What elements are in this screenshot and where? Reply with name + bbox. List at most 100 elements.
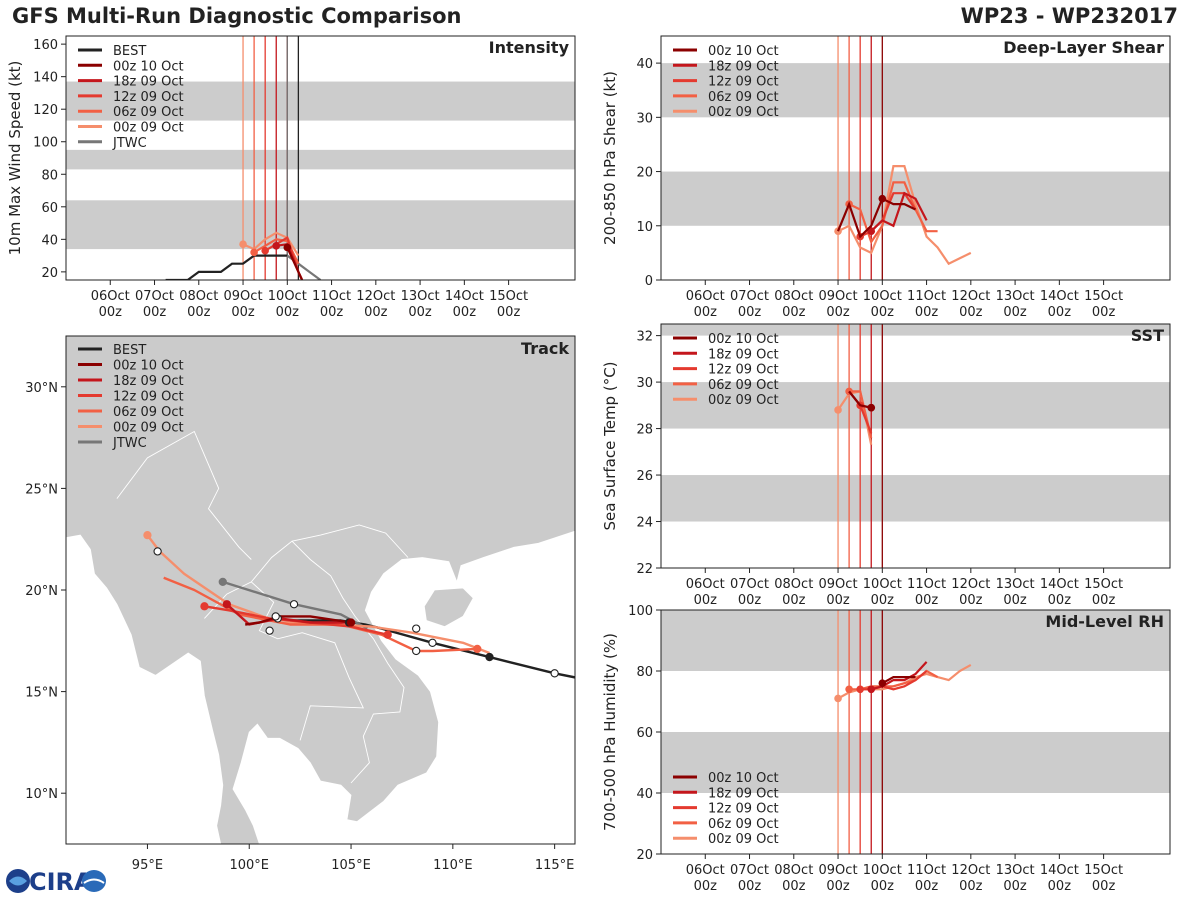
rh-legend-label-18z-09-oct: 18z 09 Oct	[708, 786, 779, 801]
track-point-best-1	[485, 652, 494, 662]
shear-xtick-label: 11Oct	[907, 289, 946, 304]
sst-legend-label-00z-09-oct: 00z 09 Oct	[708, 393, 779, 408]
sst-legend-label-00z-10-oct: 00z 10 Oct	[708, 332, 779, 347]
hainan-island	[423, 587, 474, 628]
rh-xtick-label: 15Oct	[1084, 863, 1123, 878]
intensity-xtick-sublabel: 00z	[231, 305, 255, 320]
intensity-legend-label-best: BEST	[113, 44, 146, 59]
shear-band-1	[661, 63, 1170, 118]
sst-xtick-sublabel: 00z	[826, 593, 850, 608]
shear-xtick-label: 08Oct	[774, 289, 813, 304]
rh-xtick-sublabel: 00z	[871, 879, 895, 894]
rh-band-1	[661, 610, 1170, 671]
intensity-marker-00z-09-oct	[239, 240, 247, 249]
rh-xtick-label: 10Oct	[863, 863, 902, 878]
rh-xtick-label: 12Oct	[951, 863, 990, 878]
rh-legend-label-06z-09-oct: 06z 09 Oct	[708, 817, 779, 832]
sst-band-1	[661, 382, 1170, 429]
rh-chart: 2040608010006Oct00z07Oct00z08Oct00z09Oct…	[601, 604, 1171, 894]
sst-xtick-label: 12Oct	[951, 577, 990, 592]
sst-xtick-label: 09Oct	[819, 577, 858, 592]
rh-marker-12z-09-oct	[856, 685, 864, 694]
track-legend-label-00z-09-oct: 00z 09 Oct	[113, 421, 184, 436]
shear-plot-area	[661, 36, 1170, 280]
intensity-xtick-sublabel: 00z	[99, 305, 123, 320]
shear-legend-label-18z-09-oct: 18z 09 Oct	[708, 59, 779, 74]
shear-series-18z-09-oct	[870, 191, 928, 232]
intensity-xtick-label: 08Oct	[179, 289, 218, 304]
track-point-best-2	[428, 638, 437, 647]
shear-xtick-sublabel: 00z	[738, 305, 762, 320]
intensity-series-00z-10-oct	[286, 247, 304, 280]
rh-xtick-sublabel: 00z	[1092, 879, 1116, 894]
sst-chart: 22242628303206Oct00z07Oct00z08Oct00z09Oc…	[601, 323, 1171, 608]
land-mass	[66, 336, 575, 844]
sst-xtick-label: 08Oct	[774, 577, 813, 592]
track-map-area	[66, 336, 575, 844]
shear-xtick-label: 10Oct	[863, 289, 902, 304]
sst-xtick-sublabel: 00z	[1003, 593, 1027, 608]
sst-xtick-label: 15Oct	[1084, 577, 1123, 592]
storm-id-title: WP23 - WP232017	[960, 4, 1178, 28]
rh-plot-area	[661, 610, 1170, 854]
intensity-xtick-sublabel: 00z	[453, 305, 477, 320]
shear-marker-18z-09-oct	[867, 227, 876, 235]
rh-xtick-label: 09Oct	[819, 863, 858, 878]
intensity-xtick-label: 15Oct	[489, 289, 528, 304]
sst-ytick-label: 22	[636, 562, 653, 577]
intensity-xtick-sublabel: 00z	[143, 305, 167, 320]
shear-xtick-label: 09Oct	[819, 289, 858, 304]
track-ytick-label: 15°N	[25, 686, 58, 701]
intensity-xtick-label: 06Oct	[91, 289, 130, 304]
intensity-xtick-sublabel: 00z	[364, 305, 388, 320]
track-xtick-label: 115°E	[535, 858, 575, 873]
track-xtick-label: 105°E	[331, 858, 371, 873]
intensity-legend-label-jtwc: JTWC	[112, 136, 147, 151]
rh-xtick-sublabel: 00z	[1048, 879, 1072, 894]
intensity-ytick-label: 160	[33, 38, 58, 53]
intensity-legend-label-00z-09-oct: 00z 09 Oct	[113, 121, 184, 136]
intensity-ylabel: 10m Max Wind Speed (kt)	[6, 61, 24, 256]
intensity-ytick-label: 20	[41, 266, 58, 281]
rh-xtick-sublabel: 00z	[694, 879, 718, 894]
track-legend-label-06z-09-oct: 06z 09 Oct	[113, 405, 184, 420]
shear-series-06z-09-oct	[848, 181, 938, 245]
rh-series-00z-10-oct	[881, 675, 916, 685]
track-point-best-0	[550, 669, 559, 678]
intensity-series-best	[165, 254, 288, 280]
rh-xtick-sublabel: 00z	[738, 879, 762, 894]
sst-xtick-label: 14Oct	[1040, 577, 1079, 592]
sst-xtick-label: 07Oct	[730, 577, 769, 592]
rh-legend-label-00z-10-oct: 00z 10 Oct	[708, 771, 779, 786]
sst-legend-label-18z-09-oct: 18z 09 Oct	[708, 347, 779, 362]
shear-xtick-sublabel: 00z	[1003, 305, 1027, 320]
rh-marker-00z-10-oct	[878, 679, 887, 687]
shear-legend-label-06z-09-oct: 06z 09 Oct	[708, 90, 779, 105]
sst-plot-area	[661, 324, 1170, 568]
sst-ytick-label: 26	[636, 469, 653, 484]
sst-frame	[660, 323, 1171, 569]
sst-xtick-label: 13Oct	[996, 577, 1035, 592]
shear-ytick-label: 40	[636, 57, 653, 72]
intensity-legend-label-18z-09-oct: 18z 09 Oct	[113, 75, 184, 90]
shear-series-00z-09-oct	[837, 165, 972, 266]
track-xtick-label: 110°E	[433, 858, 473, 873]
shear-marker-00z-10-oct	[878, 194, 887, 203]
track-point-12z-09-oct-1	[200, 602, 209, 611]
intensity-xtick-sublabel: 00z	[276, 305, 300, 320]
shear-ytick-label: 0	[645, 274, 653, 289]
track-ytick-label: 20°N	[25, 584, 58, 599]
intensity-ytick-label: 60	[41, 201, 58, 216]
shear-xtick-sublabel: 00z	[782, 305, 806, 320]
track-point-00z-09-oct-1	[153, 547, 162, 556]
intensity-xtick-label: 13Oct	[401, 289, 440, 304]
intensity-xtick-label: 09Oct	[224, 289, 263, 304]
intensity-legend-label-12z-09-oct: 12z 09 Oct	[113, 90, 184, 105]
intensity-marker-18z-09-oct	[272, 242, 281, 250]
intensity-xtick-label: 11Oct	[312, 289, 351, 304]
country-border-3	[116, 430, 252, 560]
